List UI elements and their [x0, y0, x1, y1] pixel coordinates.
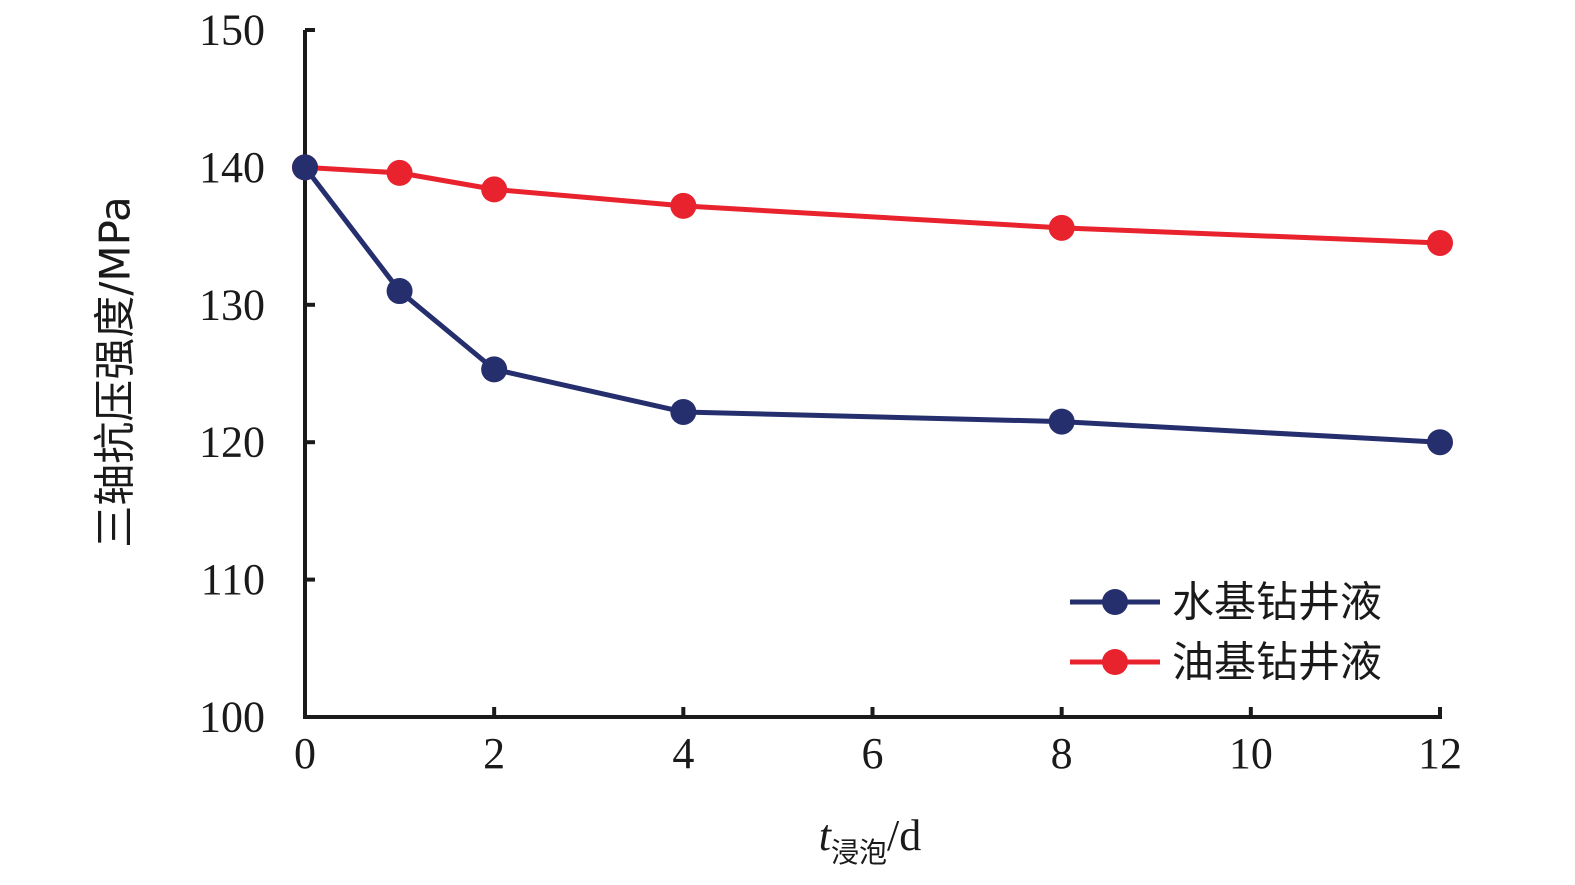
series-layer [292, 154, 1453, 456]
data-point [481, 176, 508, 203]
data-point [1427, 429, 1453, 456]
x-axis-title-main: t [819, 811, 833, 860]
x-tick-label: 0 [294, 729, 316, 778]
series-line [304, 164, 1441, 246]
x-tick-label: 12 [1418, 729, 1462, 778]
x-axis-title-sub: 浸泡 [831, 836, 887, 869]
x-tick-label: 10 [1229, 729, 1273, 778]
data-point [386, 278, 413, 305]
y-ticks: 100 110 120 130 140 150 [199, 6, 315, 742]
x-tick-label: 6 [862, 729, 884, 778]
series-1 [292, 154, 1453, 456]
y-tick-label: 130 [199, 280, 265, 329]
series-line [303, 165, 1441, 445]
x-tick-label: 4 [672, 729, 694, 778]
data-point [1427, 229, 1453, 256]
series-2 [292, 154, 1453, 256]
y-tick-label: 100 [199, 693, 265, 742]
x-tick-label: 8 [1051, 729, 1073, 778]
x-axis-title-unit: /d [887, 811, 921, 860]
legend-label: 水基钻井液 [1172, 578, 1382, 627]
x-ticks: 0 2 4 6 8 10 12 [294, 707, 1462, 778]
legend-marker [1102, 649, 1128, 675]
legend-marker [1102, 589, 1128, 615]
data-point [481, 356, 508, 383]
x-axis-title: t浸泡/d [819, 811, 921, 869]
y-tick-label: 110 [201, 555, 265, 604]
y-axis-title: 三轴抗压强度/MPa [91, 196, 140, 548]
legend-label: 油基钻井液 [1172, 638, 1382, 687]
data-point [386, 159, 413, 186]
data-point [670, 398, 697, 425]
x-tick-label: 2 [483, 729, 505, 778]
y-tick-label: 140 [199, 143, 265, 192]
data-point [292, 154, 318, 181]
y-tick-label: 150 [199, 6, 265, 55]
data-point [1048, 214, 1075, 241]
legend-item: 水基钻井液 [1070, 578, 1382, 627]
data-point [670, 192, 697, 219]
legend-item: 油基钻井液 [1070, 638, 1382, 687]
y-tick-label: 120 [199, 418, 265, 467]
data-point [1048, 408, 1075, 435]
